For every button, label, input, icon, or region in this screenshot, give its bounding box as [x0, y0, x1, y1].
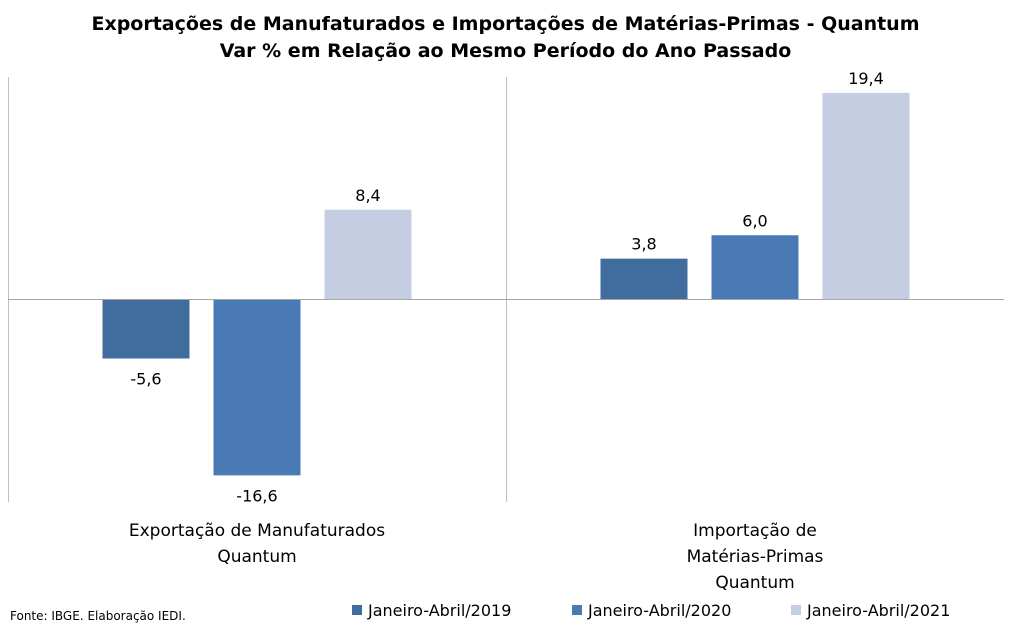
- category-label-2-line-2: Matérias-Primas: [687, 547, 824, 567]
- chart-title: Exportações de Manufaturados e Importaçõ…: [91, 13, 920, 35]
- bar-1-2: [600, 258, 688, 299]
- bar-2-2: [711, 235, 799, 299]
- legend-label-2020: Janeiro-Abril/2020: [588, 600, 732, 620]
- bar-2-1: [213, 299, 301, 476]
- category-label-2-line-3: Quantum: [715, 573, 794, 593]
- legend-label-2021: Janeiro-Abril/2021: [807, 600, 951, 620]
- category-label-1-line-2: Quantum: [217, 547, 296, 567]
- bar-1-1: [102, 299, 190, 359]
- data-label-2-1: -16,6: [236, 486, 277, 505]
- chart-subtitle: Var % em Relação ao Mesmo Período do Ano…: [219, 40, 792, 62]
- source-note: Fonte: IBGE. Elaboração IEDI.: [10, 609, 186, 623]
- legend-swatch-2019: [352, 605, 362, 615]
- data-label-1-1: -5,6: [130, 370, 161, 389]
- category-label-1-line-1: Exportação de Manufaturados: [129, 521, 385, 541]
- legend-swatch-2021: [791, 605, 801, 615]
- data-label-3-1: 8,4: [355, 186, 380, 205]
- data-label-3-2: 19,4: [848, 69, 884, 88]
- data-label-2-2: 6,0: [742, 211, 767, 230]
- bar-3-1: [324, 209, 412, 299]
- data-label-1-2: 3,8: [631, 235, 656, 254]
- legend-item-2019: Janeiro-Abril/2019: [352, 600, 511, 620]
- category-label-2-line-1: Importação de: [693, 521, 817, 541]
- legend-item-2020: Janeiro-Abril/2020: [572, 600, 731, 620]
- legend-item-2021: Janeiro-Abril/2021: [791, 600, 950, 620]
- bar-3-2: [822, 92, 910, 299]
- legend-swatch-2020: [572, 605, 582, 615]
- legend-label-2019: Janeiro-Abril/2019: [368, 600, 512, 620]
